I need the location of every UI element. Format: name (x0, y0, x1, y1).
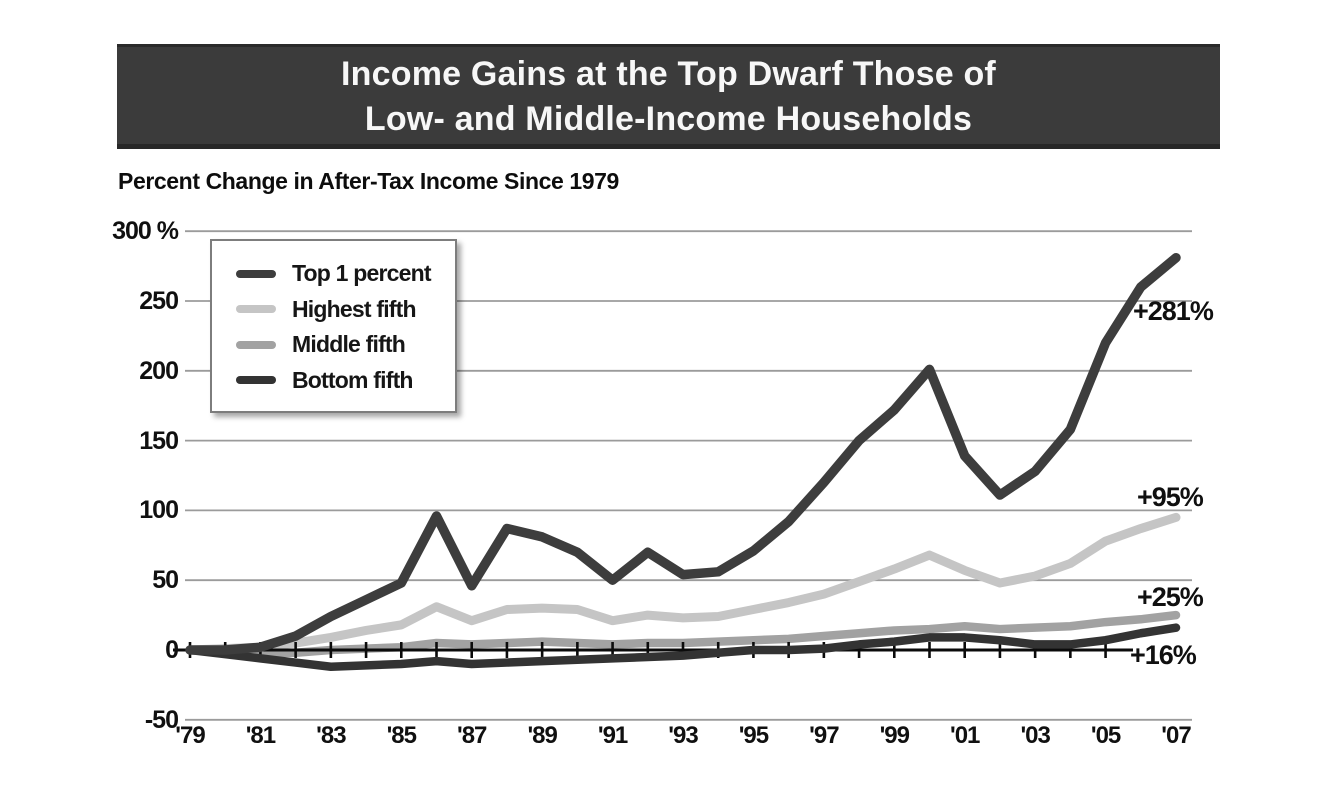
chart-title-banner: Income Gains at the Top Dwarf Those of L… (117, 44, 1220, 149)
legend-item-bottom-fifth: Bottom fifth (236, 363, 447, 399)
y-axis-label: 0 (165, 636, 179, 664)
series-line-bottom-fifth (185, 623, 1181, 672)
x-axis-label: '03 (1020, 722, 1050, 749)
x-axis-label: '85 (386, 722, 417, 749)
y-axis-label: 50 (152, 566, 179, 595)
y-axis-label: -50 (144, 705, 179, 734)
x-axis-label: '99 (879, 722, 910, 749)
chart-subtitle: Percent Change in After-Tax Income Since… (118, 168, 619, 194)
legend-swatch (236, 340, 276, 349)
y-axis-label: 300 % (112, 217, 179, 246)
y-axis-label: 250 (139, 287, 179, 315)
legend-swatch (236, 376, 276, 385)
x-axis-label: '79 (175, 722, 205, 749)
x-axis-label: '05 (1090, 722, 1121, 749)
x-axis-label: '83 (316, 722, 346, 749)
x-axis-label: '89 (527, 722, 557, 749)
y-axis-label: 150 (139, 426, 179, 455)
end-label-middle-fifth: +25% (1137, 582, 1204, 612)
series-line-highest-fifth (185, 512, 1181, 655)
x-axis-label: '01 (950, 722, 980, 749)
legend-label: Highest fifth (292, 295, 417, 322)
legend-swatch (236, 305, 276, 314)
legend-swatch (236, 269, 276, 278)
x-axis-label: '07 (1161, 722, 1191, 749)
y-axis-label: 100 (139, 496, 179, 525)
chart-title-line1: Income Gains at the Top Dwarf Those of (341, 55, 996, 93)
legend-label: Top 1 percent (292, 260, 432, 287)
x-axis-label: '87 (457, 722, 487, 749)
x-axis-label: '91 (597, 722, 628, 749)
chart-title-line2: Low- and Middle-Income Households (364, 100, 973, 138)
chart-legend: Top 1 percent Highest fifth Middle fifth Bo… (210, 239, 457, 413)
legend-item-top-1-percent: Top 1 percent (236, 256, 447, 292)
end-label-top-1-percent: +281% (1133, 296, 1214, 326)
x-axis-label: '93 (668, 722, 698, 749)
x-axis-label: '97 (809, 722, 839, 749)
x-axis-label: '95 (738, 722, 769, 749)
end-label-highest-fifth: +95% (1137, 482, 1204, 512)
y-axis-label: 200 (139, 356, 179, 385)
legend-label: Middle fifth (292, 331, 406, 358)
legend-item-middle-fifth: Middle fifth (236, 327, 447, 363)
series-line-top-1-percent (185, 252, 1181, 655)
legend-item-highest-fifth: Highest fifth (236, 292, 447, 328)
legend-label: Bottom fifth (292, 366, 413, 393)
end-label-bottom-fifth: +16% (1130, 640, 1197, 670)
x-axis-label: '81 (245, 722, 276, 749)
